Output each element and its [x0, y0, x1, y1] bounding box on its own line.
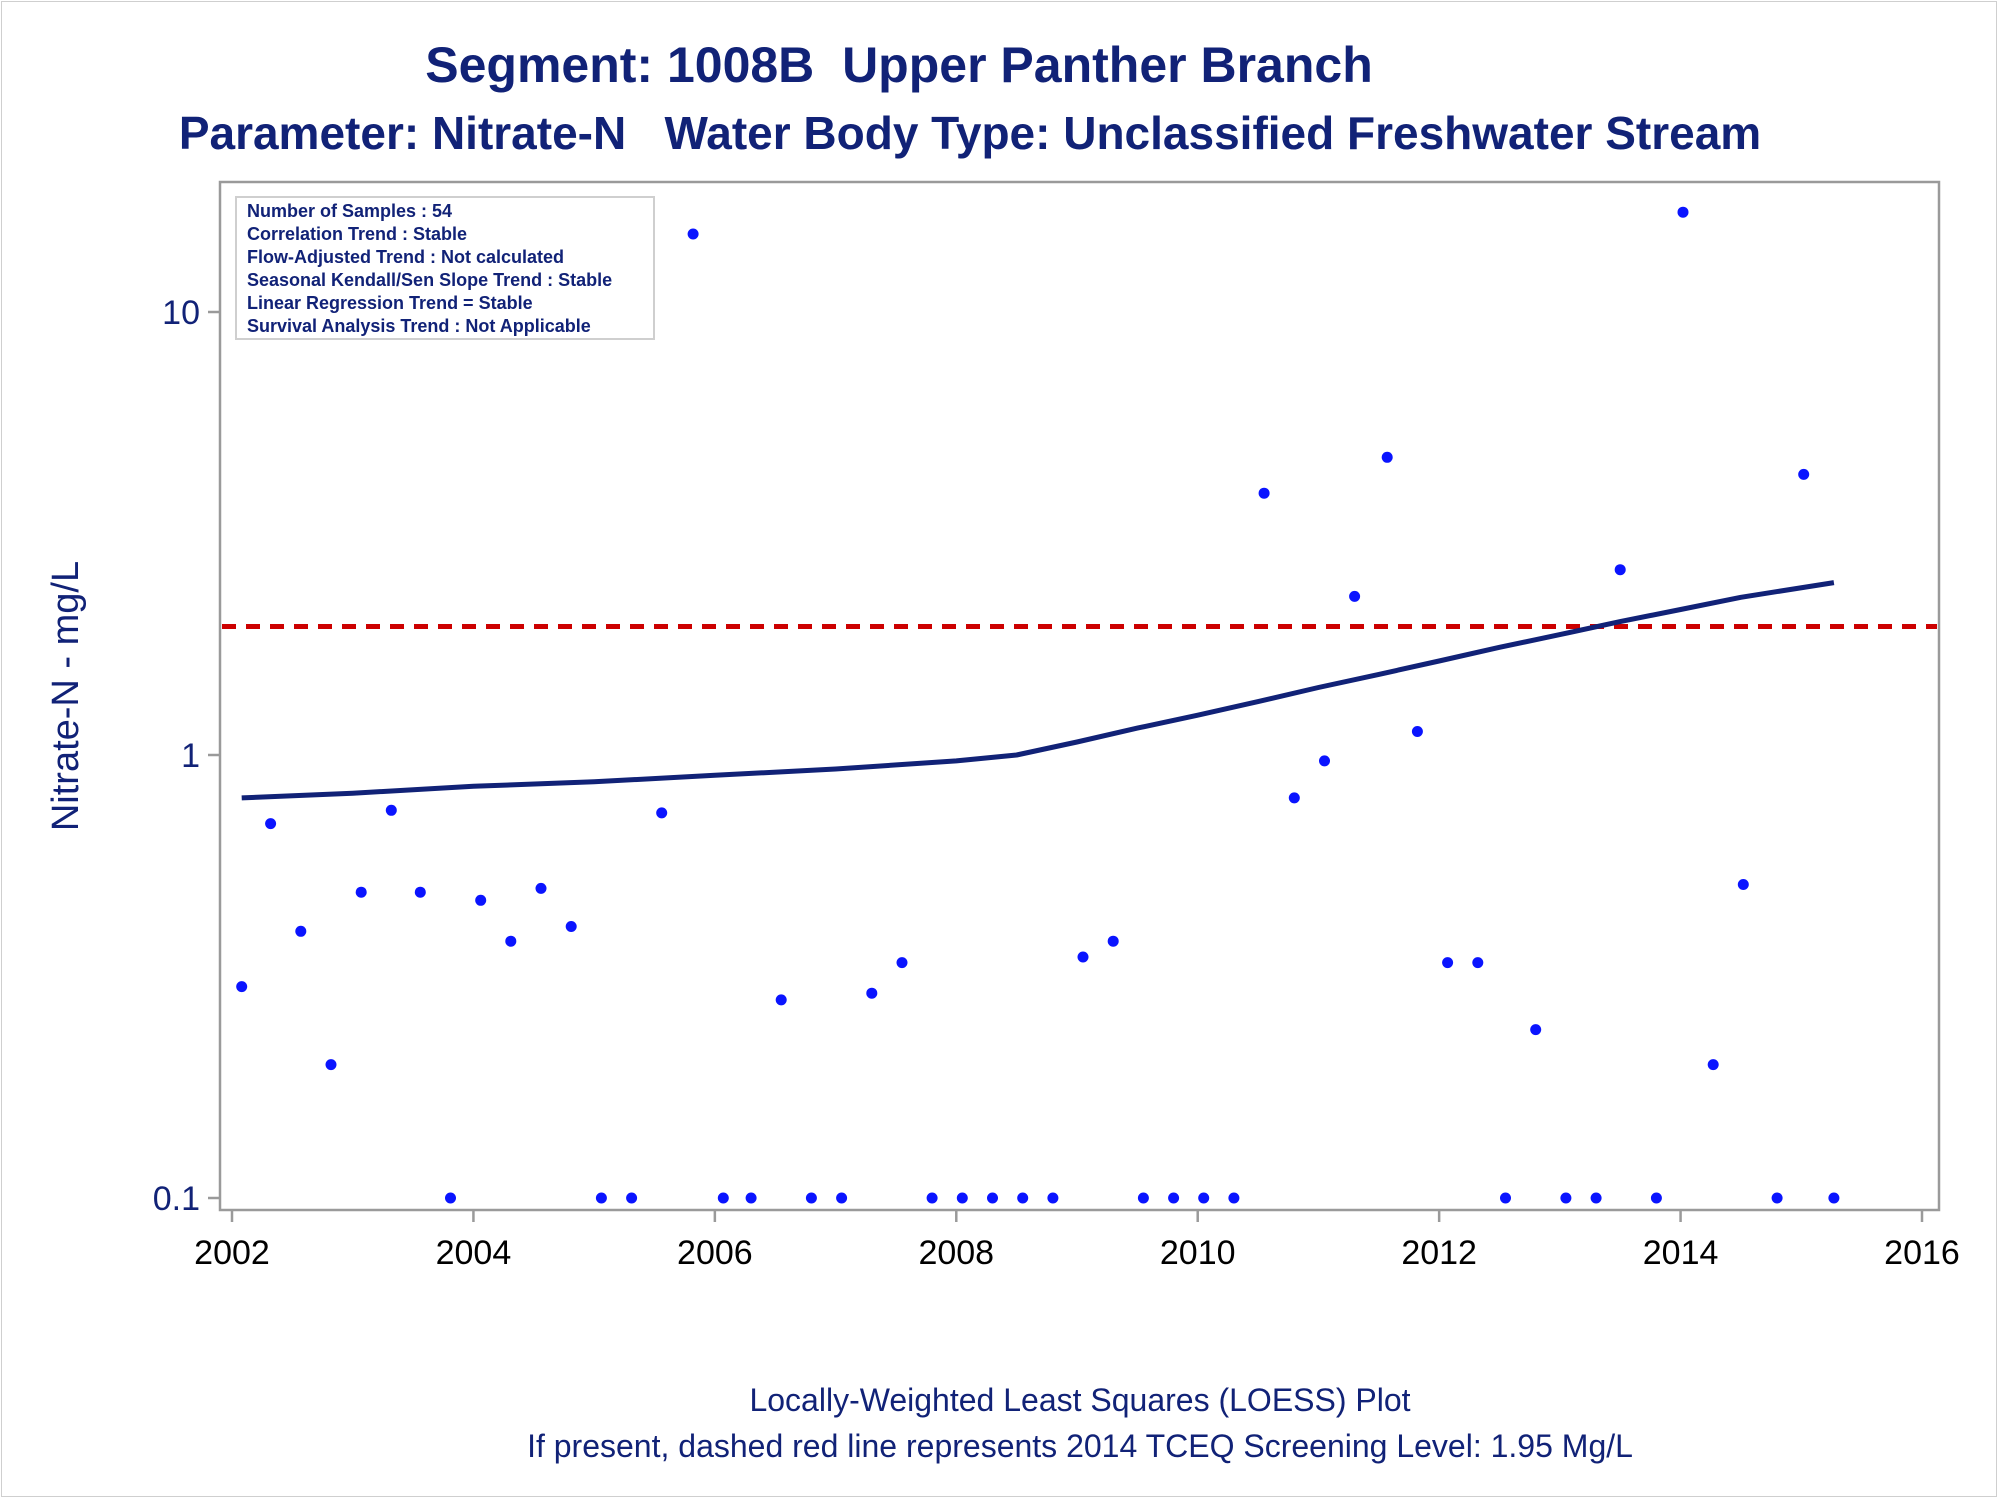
data-point [1047, 1192, 1059, 1204]
data-point [1411, 726, 1423, 737]
data-point [1677, 206, 1689, 218]
data-point [805, 1192, 817, 1204]
data-point [1500, 1192, 1511, 1204]
data-point [325, 1059, 337, 1071]
data-point [1319, 755, 1330, 767]
x-tick-label: 2014 [1643, 1234, 1719, 1272]
x-axis: 2002 2004 2006 2008 2010 2012 2014 2016 [194, 1210, 1960, 1272]
data-point [896, 957, 908, 969]
x-tick-label: 2008 [918, 1234, 994, 1272]
footnote-screening: If present, dashed red line represents 2… [527, 1428, 1633, 1464]
chart-subtitle: Parameter: Nitrate-N Water Body Type: Un… [178, 107, 1762, 159]
data-point [1258, 487, 1270, 499]
data-point [414, 886, 426, 898]
plot-area [218, 180, 1941, 1212]
data-point [866, 987, 878, 999]
data-point [445, 1192, 456, 1204]
data-point [295, 925, 307, 937]
data-point [1707, 1059, 1719, 1071]
data-point [745, 1192, 757, 1204]
data-point [1168, 1192, 1180, 1204]
data-point [1228, 1192, 1240, 1204]
data-point [1798, 468, 1810, 480]
data-point [1198, 1192, 1210, 1204]
data-point [1560, 1192, 1572, 1204]
data-point [1107, 935, 1119, 947]
data-point [265, 818, 277, 830]
x-tick-label: 2006 [677, 1234, 753, 1272]
loess-line [241, 580, 1835, 801]
stats-line: Survival Analysis Trend : Not Applicable [247, 316, 591, 336]
data-point [687, 228, 699, 240]
stats-line: Correlation Trend : Stable [247, 224, 467, 244]
data-point [926, 1192, 938, 1204]
data-point [1442, 957, 1454, 969]
stats-line: Flow-Adjusted Trend : Not calculated [247, 247, 564, 267]
y-tick-label: 0.1 [153, 1180, 200, 1218]
data-point [1381, 451, 1393, 463]
data-point [1650, 1192, 1662, 1204]
data-point [1737, 879, 1749, 890]
data-point [1530, 1024, 1542, 1036]
data-point [1472, 957, 1484, 969]
y-tick-label: 10 [162, 294, 200, 332]
stats-line: Number of Samples : 54 [247, 201, 452, 221]
data-point [1590, 1192, 1602, 1204]
chart-title: Segment: 1008B Upper Panther Branch [425, 37, 1373, 93]
data-point [1017, 1192, 1029, 1204]
data-point [565, 921, 577, 932]
data-point [1828, 1192, 1840, 1204]
data-point [1288, 792, 1300, 804]
x-tick-label: 2004 [436, 1234, 512, 1272]
data-point [1077, 951, 1089, 963]
y-axis-label: Nitrate-N - mg/L [45, 561, 87, 831]
data-point [656, 807, 668, 819]
x-tick-label: 2016 [1884, 1234, 1960, 1272]
y-axis: 0.1 1 10 [153, 294, 220, 1218]
stats-box-border [235, 196, 655, 340]
data-point [1349, 590, 1361, 602]
data-point [475, 894, 487, 906]
data-point [535, 882, 547, 894]
data-point [956, 1192, 968, 1204]
points-layer [236, 206, 1840, 1204]
y-tick-label: 1 [181, 737, 200, 775]
data-point [836, 1192, 848, 1204]
data-point [1614, 564, 1626, 576]
x-tick-label: 2012 [1401, 1234, 1477, 1272]
data-point [1137, 1192, 1149, 1204]
stats-box: Number of Samples : 54 Correlation Trend… [235, 196, 655, 340]
loess-layer [241, 580, 1835, 801]
data-point [626, 1192, 638, 1204]
stats-line: Seasonal Kendall/Sen Slope Trend : Stabl… [247, 270, 612, 290]
data-point [355, 886, 367, 898]
x-tick-label: 2010 [1160, 1234, 1236, 1272]
x-tick-label: 2002 [194, 1234, 270, 1272]
data-point [1771, 1192, 1783, 1204]
data-point [236, 981, 248, 993]
data-point [775, 994, 787, 1006]
data-point [385, 804, 397, 816]
data-point [717, 1192, 729, 1204]
data-point [987, 1192, 998, 1204]
footnote-loess: Locally-Weighted Least Squares (LOESS) P… [749, 1382, 1411, 1418]
data-point [505, 935, 517, 947]
data-point [595, 1192, 607, 1204]
stats-line: Linear Regression Trend = Stable [247, 293, 533, 313]
